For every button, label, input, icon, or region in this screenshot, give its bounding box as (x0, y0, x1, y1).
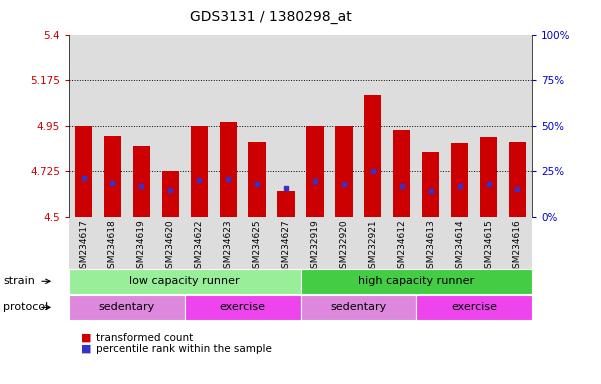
Text: sedentary: sedentary (330, 302, 386, 313)
Text: low capacity runner: low capacity runner (129, 276, 240, 286)
Text: sedentary: sedentary (99, 302, 155, 313)
Text: GDS3131 / 1380298_at: GDS3131 / 1380298_at (189, 10, 352, 23)
Bar (191, 126, 208, 217)
Bar (422, 152, 439, 217)
Bar (162, 171, 179, 217)
Text: exercise: exercise (451, 302, 497, 313)
Bar (219, 122, 237, 217)
Bar (133, 146, 150, 217)
Text: protocol: protocol (3, 302, 48, 313)
Bar (393, 130, 410, 217)
Bar (307, 126, 324, 217)
Text: exercise: exercise (219, 302, 266, 313)
Bar (104, 136, 121, 217)
Text: ■: ■ (81, 344, 91, 354)
Text: percentile rank within the sample: percentile rank within the sample (96, 344, 272, 354)
Bar (248, 142, 266, 217)
Bar (508, 142, 526, 217)
Text: transformed count: transformed count (96, 333, 194, 343)
Text: high capacity runner: high capacity runner (358, 276, 474, 286)
Bar (75, 126, 93, 217)
Bar (277, 190, 294, 217)
Text: ■: ■ (81, 333, 91, 343)
Bar (335, 126, 353, 217)
Text: strain: strain (3, 276, 35, 286)
Bar (480, 137, 497, 217)
Bar (451, 143, 468, 217)
Bar (364, 95, 382, 217)
